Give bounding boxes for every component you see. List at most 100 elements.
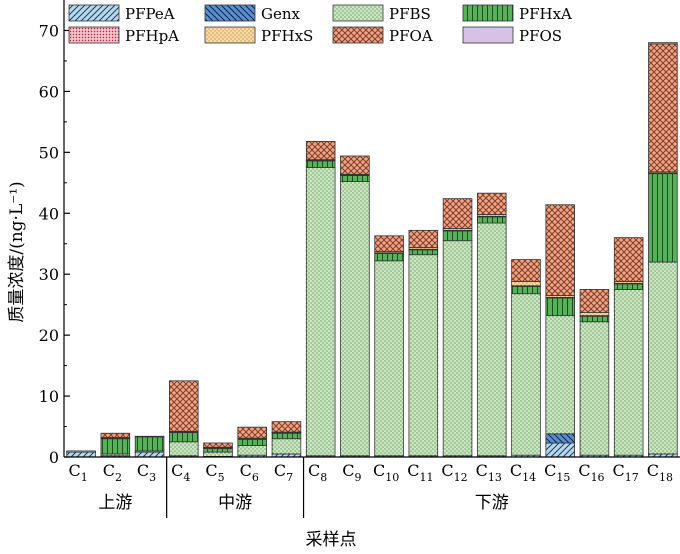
x-tick-label-6: C6 — [240, 461, 259, 484]
axes-layer: 0 10 20 30 40 50 60 70 — [39, 0, 680, 467]
bar-segment-pfbs-12 — [442, 240, 473, 457]
bar-segment-pfpea-3 — [134, 451, 165, 458]
bar-segment-pfhxs-16 — [579, 312, 610, 317]
x-tick-label-8: C8 — [308, 461, 327, 484]
x-tick-label-3: C3 — [137, 461, 156, 484]
bar-segment-pfbs-13 — [477, 222, 507, 457]
bar-segment-pfhpa-3 — [134, 435, 165, 438]
bar-segment-pfhxa-9 — [340, 175, 370, 182]
group-label-3: 下游 — [475, 493, 509, 513]
x-tick-label-11: C11 — [407, 461, 433, 484]
legend-label-pfhpa: PFHpA — [125, 27, 179, 45]
x-tick-label-16: C16 — [578, 461, 604, 484]
group-labels: 上游 中游 下游 — [98, 457, 509, 518]
x-tick-label-2: C2 — [103, 461, 122, 484]
bar-segment-pfbs-10 — [374, 260, 404, 457]
bar-segment-pfoa-12 — [442, 198, 473, 229]
bar-segment-pfhxa-16 — [579, 315, 610, 323]
x-tick-label-10: C10 — [373, 461, 399, 484]
bars-layer — [66, 42, 678, 458]
legend-swatch-pfpea — [68, 4, 120, 22]
bar-segment-pfbs-14 — [511, 293, 541, 456]
bar-segment-pfpea-1 — [66, 451, 96, 458]
y-tick-label-30: 30 — [39, 265, 59, 284]
bar-segment-pfhxa-3 — [134, 436, 165, 452]
x-tick-label-7: C7 — [274, 461, 293, 484]
x-tick-label-9: C9 — [342, 461, 361, 484]
bar-segment-pfhxa-13 — [477, 216, 507, 224]
bar-segment-pfoa-16 — [579, 289, 610, 313]
bar-segment-pfbs-11 — [408, 254, 439, 457]
legend-label-pfhxs: PFHxS — [261, 27, 313, 45]
bar-segment-pfhxa-15 — [545, 297, 575, 317]
group-label-2: 中游 — [218, 493, 252, 513]
bar-segment-pfhxa-14 — [511, 285, 541, 295]
bar-segment-pfhxa-8 — [305, 160, 336, 168]
x-tick-label-12: C12 — [441, 461, 467, 484]
bar-segment-pfbs-16 — [579, 321, 610, 456]
bar-segment-pfbs-17 — [613, 289, 644, 456]
bar-segment-pfhxa-7 — [271, 432, 302, 440]
y-tick-label-10: 10 — [39, 387, 59, 406]
legend-label-pfos: PFOS — [519, 27, 562, 45]
bar-segment-pfbs-5 — [203, 451, 233, 457]
bar-segment-pfbs-18 — [648, 261, 678, 455]
bar-segment-pfhxa-11 — [408, 249, 439, 256]
x-axis-title: 采样点 — [306, 530, 357, 550]
group-label-1: 上游 — [98, 493, 132, 513]
x-tick-label-4: C4 — [171, 461, 190, 484]
y-tick-label-70: 70 — [39, 21, 59, 40]
legend-label-pfoa: PFOA — [389, 27, 433, 45]
legend-swatch-pfos — [462, 26, 514, 44]
legend-swatch-pfbs — [332, 4, 384, 22]
y-tick-label-50: 50 — [39, 143, 59, 162]
y-tick-label-20: 20 — [39, 326, 59, 345]
bar-segment-pfhxa-18 — [648, 173, 678, 263]
legend-swatch-pfoa — [332, 26, 384, 44]
bar-segment-pfoa-2 — [100, 432, 131, 438]
bar-segment-pfoa-7 — [271, 421, 302, 433]
bar-segment-pfoa-11 — [408, 229, 439, 248]
y-tick-label-0: 0 — [49, 448, 59, 467]
bar-segment-pfhxa-5 — [203, 448, 233, 453]
x-tick-label-18: C18 — [647, 461, 673, 484]
y-tick-label-40: 40 — [39, 204, 59, 223]
x-tick-label-5: C5 — [205, 461, 224, 484]
bar-segment-pfbs-15 — [545, 315, 575, 435]
bar-segment-pfbs-8 — [305, 167, 336, 457]
bar-segment-pfhxa-4 — [169, 432, 199, 443]
y-axis-title: 质量浓度/(ng·L⁻¹) — [7, 181, 27, 322]
legend-swatch-pfhxa — [462, 4, 514, 22]
x-tick-label-14: C14 — [510, 461, 536, 484]
bar-segment-pfhxa-12 — [442, 230, 473, 242]
bar-segment-pfhxa-6 — [237, 438, 267, 446]
legend-swatch-pfhpa — [68, 26, 120, 44]
bar-segment-pfoa-17 — [613, 237, 644, 282]
x-tick-label-13: C13 — [476, 461, 502, 484]
bar-segment-pfpea-15 — [545, 442, 575, 458]
bar-segment-pfoa-9 — [340, 155, 370, 175]
bar-segment-pfoa-15 — [545, 204, 575, 296]
bar-segment-pfhxa-10 — [374, 253, 404, 262]
bar-segment-pfhxs-14 — [511, 281, 541, 287]
bar-segment-pfoa-14 — [511, 259, 541, 282]
x-tick-labels: C1 C2 C3 C4 C5 C6 C7 C8 C9 C10 C11 C12 C13 C14 C15 C16 C… — [68, 461, 673, 484]
legend-label-pfhxa: PFHxA — [519, 5, 572, 23]
bar-segment-pfoa-4 — [169, 380, 199, 432]
legend-label-pfpea: PFPeA — [125, 5, 175, 23]
legend-label-pfbs: PFBS — [389, 5, 431, 23]
bar-segment-pfbs-9 — [340, 181, 370, 457]
x-tick-label-15: C15 — [544, 461, 570, 484]
legend: PFPeA Genx PFBS PFHxA PFHpA PFHxS PFOA PFOS — [68, 4, 572, 45]
legend-label-genx: Genx — [261, 5, 301, 23]
bar-segment-pfoa-5 — [203, 442, 233, 448]
bar-segment-pfoa-13 — [477, 192, 507, 215]
bar-segment-pfos-18 — [648, 42, 678, 45]
x-tick-label-17: C17 — [613, 461, 639, 484]
bar-segment-pfbs-4 — [169, 441, 199, 457]
y-tick-label-60: 60 — [39, 82, 59, 101]
bar-segment-pfoa-10 — [374, 235, 404, 253]
bar-segment-pfoa-18 — [648, 43, 678, 173]
legend-swatch-pfhxs — [204, 26, 256, 44]
